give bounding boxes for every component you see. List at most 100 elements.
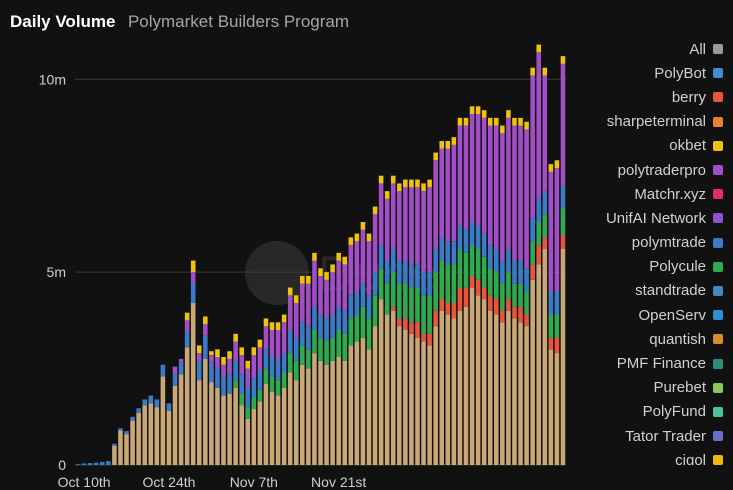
bar-segment	[318, 314, 323, 338]
x-tick-label: Nov 7th	[230, 474, 278, 490]
legend-item[interactable]: polytraderpro	[523, 158, 723, 182]
bar-segment	[336, 252, 341, 261]
legend-item[interactable]: okbet	[523, 134, 723, 158]
bar-segment	[196, 345, 202, 354]
bar-segment	[196, 380, 202, 465]
bar-segment	[306, 326, 311, 350]
bar-segment	[554, 168, 560, 292]
legend-item[interactable]: PolyFund	[523, 400, 723, 424]
legend-label: standtrade	[635, 282, 706, 300]
bar-segment	[451, 137, 457, 145]
legend-item[interactable]: quantish	[523, 327, 723, 351]
bar-segment	[481, 110, 487, 118]
bar-segment	[154, 407, 160, 465]
legend-item[interactable]: Purebet	[523, 376, 723, 400]
legend-item[interactable]: All	[523, 37, 723, 61]
bar-segment	[542, 214, 548, 238]
bar-segment	[342, 256, 348, 265]
bar-segment	[269, 376, 275, 392]
bar-segment	[130, 416, 135, 421]
legend-item[interactable]: UnifAI Network	[523, 206, 723, 230]
bar-segment	[233, 380, 238, 388]
bar-segment	[403, 283, 408, 319]
bar-segment	[469, 287, 475, 465]
legend-item[interactable]: PMF Finance	[523, 351, 723, 375]
bar-segment	[518, 117, 523, 126]
legend-label: PolyBot	[654, 64, 706, 82]
bar-segment	[251, 409, 257, 465]
bar-segment	[281, 387, 287, 465]
bar-segment	[263, 318, 269, 327]
bar-segment	[239, 347, 244, 356]
legend-label: All	[689, 40, 706, 58]
bar-segment	[506, 249, 511, 273]
bar-segment	[445, 264, 451, 303]
x-tick-label: Oct 10th	[58, 474, 111, 490]
bar-segment	[512, 125, 517, 261]
bar-segment	[239, 393, 244, 406]
legend-label: PolyFund	[642, 403, 706, 421]
bar-segment	[554, 353, 560, 465]
bar-segment	[427, 187, 432, 273]
bar-segment	[554, 291, 560, 315]
legend-swatch	[713, 310, 723, 321]
bar-segment	[390, 175, 396, 184]
bar-segment	[275, 330, 281, 361]
bar-segment	[524, 326, 529, 465]
bar-segment	[275, 395, 281, 465]
bar-segment	[536, 198, 541, 222]
bar-segment	[487, 295, 493, 311]
bar-segment	[481, 256, 487, 288]
bar-segment	[475, 225, 481, 249]
legend-item[interactable]: berry	[523, 85, 723, 109]
bar-segment	[275, 322, 281, 330]
legend-item[interactable]: PolyBot	[523, 61, 723, 85]
bar-segment	[487, 117, 493, 126]
bar-segment	[190, 272, 196, 284]
legend-item[interactable]: cigol	[523, 448, 723, 465]
bar-segment	[542, 75, 548, 192]
bar-segment	[500, 125, 505, 134]
bar-segment	[239, 405, 244, 465]
bar-segment	[190, 303, 196, 465]
bar-segment	[433, 249, 438, 273]
legend-label: polytraderpro	[617, 161, 706, 179]
legend-item[interactable]: standtrade	[523, 279, 723, 303]
bar-segment	[475, 106, 481, 114]
legend-swatch	[713, 261, 723, 272]
bar-segment	[306, 368, 311, 465]
bar-segment	[494, 299, 499, 315]
legend-swatch	[713, 334, 723, 345]
bar-segment	[312, 260, 317, 307]
bar-segment	[445, 148, 451, 242]
legend-swatch	[713, 189, 723, 200]
legend-item[interactable]: Tator Trader	[523, 424, 723, 448]
bar-segment	[518, 283, 523, 307]
bar-segment	[506, 117, 511, 249]
bar-segment	[178, 374, 184, 465]
bar-segment	[366, 295, 372, 319]
bar-segment	[336, 306, 341, 330]
bar-segment	[536, 52, 541, 199]
legend-item[interactable]: Matchr.xyz	[523, 182, 723, 206]
bar-segment	[524, 268, 529, 292]
bar-segment	[372, 206, 378, 215]
legend-label: OpenServ	[638, 306, 706, 324]
bar-segment	[548, 291, 554, 315]
legend-item[interactable]: sharpeterminal	[523, 110, 723, 134]
bar-segment	[384, 260, 390, 284]
legend-item[interactable]: OpenServ	[523, 303, 723, 327]
bar-segment	[457, 117, 463, 126]
bar-segment	[348, 245, 354, 296]
legend-label: cigol	[675, 451, 706, 465]
bar-segment	[487, 245, 493, 269]
bar-segment	[281, 322, 287, 354]
bar-segment	[281, 353, 287, 373]
bar-segment	[409, 287, 414, 323]
bar-segment	[524, 291, 529, 315]
bar-segment	[378, 183, 384, 246]
legend-item[interactable]: polymtrade	[523, 231, 723, 255]
bar-segment	[463, 306, 469, 465]
legend-item[interactable]: Polycule	[523, 255, 723, 279]
bar-segment	[487, 310, 493, 465]
